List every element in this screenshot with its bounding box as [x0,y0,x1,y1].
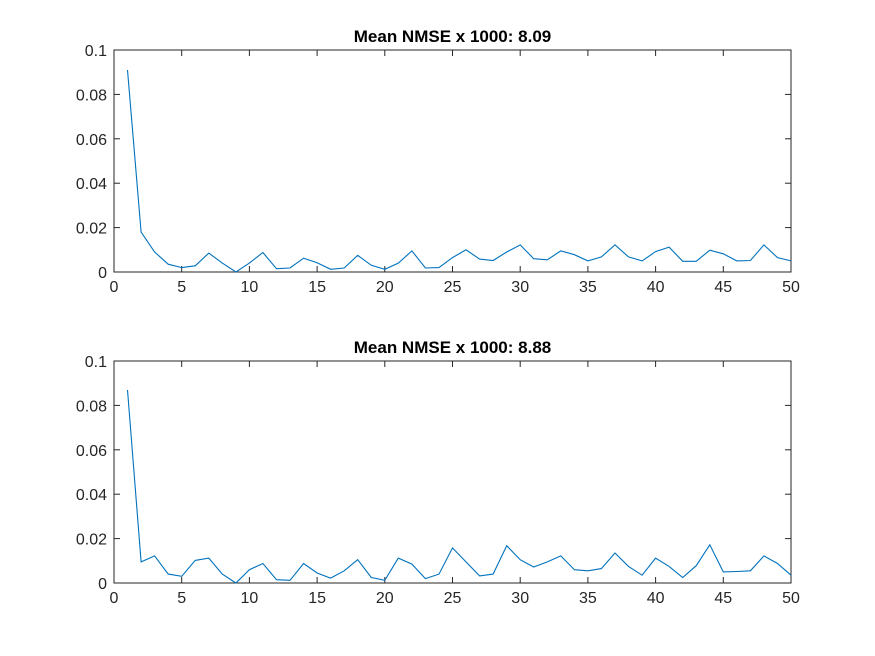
y-tick-label: 0 [98,265,107,282]
x-tick-label: 35 [579,590,597,607]
x-tick-label: 45 [714,279,732,296]
y-tick-label: 0.1 [85,43,107,60]
x-tick-labels: 0 5 10 15 20 25 30 35 40 45 50 [110,590,800,607]
x-tick-label: 25 [444,279,462,296]
x-tick-label: 25 [444,590,462,607]
y-tick-label: 0.06 [76,132,107,149]
axis-ticks [113,360,792,584]
y-tick-label: 0.08 [76,87,107,104]
x-tick-label: 0 [110,279,119,296]
x-tick-label: 35 [579,279,597,296]
y-tick-labels: 0 0.02 0.04 0.06 0.08 0.1 [76,43,107,282]
x-tick-label: 5 [177,279,186,296]
x-tick-labels: 0 5 10 15 20 25 30 35 40 45 50 [110,279,800,296]
y-tick-label: 0.06 [76,443,107,460]
y-tick-label: 0 [98,576,107,593]
x-tick-label: 20 [376,590,394,607]
x-tick-label: 10 [241,279,259,296]
y-tick-label: 0.02 [76,532,107,549]
y-tick-label: 0.1 [85,354,107,371]
y-tick-label: 0.04 [76,176,107,193]
axis-ticks [113,49,792,273]
series-line [126,69,792,273]
y-tick-label: 0.04 [76,487,107,504]
x-tick-label: 20 [376,279,394,296]
y-tick-label: 0.02 [76,221,107,238]
x-tick-label: 50 [782,279,800,296]
subplot-bottom: 0 5 10 15 20 25 30 35 40 45 50 0 0.02 0.04 0.06 0.08 0.… [76,338,800,607]
plot-area [113,49,792,273]
plot-title: Mean NMSE x 1000: 8.88 [354,338,551,357]
x-tick-label: 40 [647,590,665,607]
series-line [126,389,792,584]
x-tick-label: 30 [511,279,529,296]
x-tick-label: 0 [110,590,119,607]
x-tick-label: 45 [714,590,732,607]
y-tick-labels: 0 0.02 0.04 0.06 0.08 0.1 [76,354,107,593]
plot-title: Mean NMSE x 1000: 8.09 [354,27,551,46]
plot-area [113,360,792,584]
x-tick-label: 5 [177,590,186,607]
x-tick-label: 30 [511,590,529,607]
y-tick-label: 0.08 [76,398,107,415]
x-tick-label: 10 [241,590,259,607]
x-tick-label: 50 [782,590,800,607]
x-tick-label: 40 [647,279,665,296]
x-tick-label: 15 [308,590,326,607]
x-tick-label: 15 [308,279,326,296]
subplot-top: 0 5 10 15 20 25 30 35 40 45 50 0 0.02 0.04 0.06 0.08 0.… [76,27,800,296]
